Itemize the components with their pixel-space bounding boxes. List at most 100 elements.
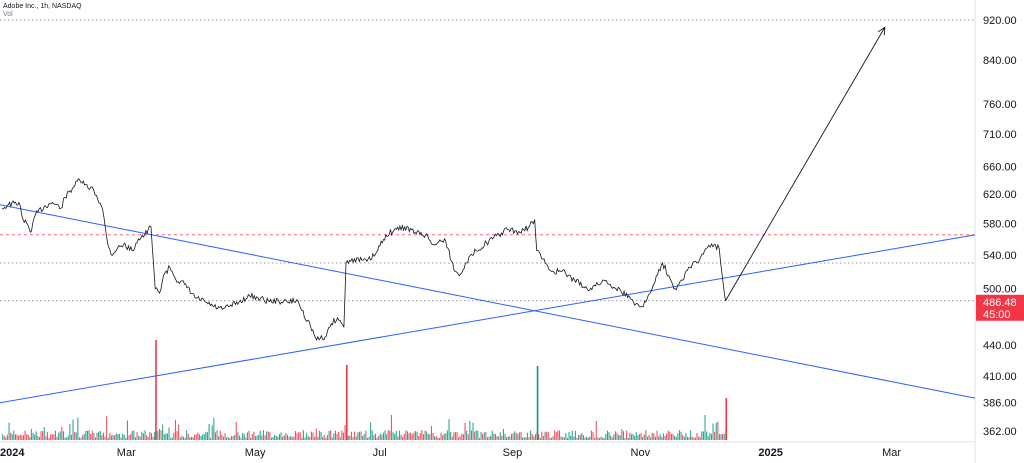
volume-bar xyxy=(198,434,200,440)
volume-bar xyxy=(147,437,149,440)
volume-bar xyxy=(379,433,381,440)
volume-bar xyxy=(38,436,40,440)
volume-bar xyxy=(632,433,634,440)
volume-bar xyxy=(570,435,572,440)
volume-bar xyxy=(110,435,112,440)
volume-bar xyxy=(397,436,399,440)
volume-bar xyxy=(406,431,408,440)
volume-bar xyxy=(226,437,228,440)
volume-bar xyxy=(186,430,188,440)
volume-bar xyxy=(355,436,357,440)
volume-bar xyxy=(382,432,384,440)
volume-bar xyxy=(446,430,448,440)
y-tick-label: 410.00 xyxy=(983,371,1017,383)
volume-bar xyxy=(566,437,568,440)
volume-bar xyxy=(112,434,114,440)
volume-bar xyxy=(322,437,324,440)
volume-bar xyxy=(306,432,308,440)
volume-bar xyxy=(670,434,672,440)
volume-bar xyxy=(408,433,410,440)
volume-bar xyxy=(498,436,500,440)
trendline-descending xyxy=(0,204,976,399)
volume-bar xyxy=(411,434,413,440)
volume-bar xyxy=(131,430,133,440)
volume-bar xyxy=(426,431,428,440)
volume-bar xyxy=(328,431,330,440)
volume-bar xyxy=(722,434,724,440)
volume-bar xyxy=(330,430,332,440)
volume-bar xyxy=(677,433,679,440)
volume-bar xyxy=(24,430,26,440)
volume-bar xyxy=(74,432,76,440)
x-tick-label: Mar xyxy=(882,447,901,459)
volume-bar xyxy=(162,424,164,440)
volume-bar xyxy=(298,432,300,440)
volume-bar xyxy=(584,437,586,440)
volume-bar xyxy=(42,431,44,440)
volume-bar xyxy=(371,430,373,440)
volume-bar xyxy=(19,434,21,440)
volume-bar xyxy=(712,423,714,440)
volume-bar xyxy=(574,431,576,440)
volume-bar xyxy=(360,431,362,440)
volume-bar xyxy=(387,430,389,440)
volume-bar xyxy=(312,432,314,440)
volume-bar xyxy=(187,433,189,440)
volume-bar xyxy=(424,430,426,440)
volume-bar xyxy=(541,431,543,440)
volume-bar xyxy=(506,437,508,440)
volume-bar xyxy=(69,424,71,440)
volume-bar xyxy=(384,430,386,440)
volume-bar xyxy=(22,435,24,440)
volume-bar xyxy=(626,430,628,440)
volume-bar xyxy=(464,422,466,440)
volume-bar xyxy=(554,430,556,440)
y-tick-label: 920.00 xyxy=(983,15,1017,27)
volume-bar xyxy=(232,436,234,440)
volume-bar xyxy=(269,432,271,440)
volume-bar xyxy=(474,431,476,440)
volume-bar xyxy=(653,433,655,440)
volume-bar xyxy=(315,428,317,440)
volume-bar xyxy=(314,436,316,440)
volume-bar xyxy=(310,431,312,440)
volume-bar xyxy=(126,420,128,440)
volume-bar xyxy=(13,430,15,440)
volume-bar xyxy=(34,434,36,440)
volume-bar xyxy=(48,437,50,440)
volume-bar xyxy=(595,421,597,440)
volume-bar xyxy=(704,415,706,440)
volume-bar xyxy=(304,437,306,440)
volume-bar xyxy=(366,437,368,440)
volume-bar xyxy=(61,426,63,440)
volume-bar xyxy=(581,433,583,440)
volume-bar xyxy=(475,430,477,440)
volume-bar xyxy=(277,436,279,440)
volume-bar xyxy=(454,432,456,440)
x-tick-label: Jul xyxy=(373,447,387,459)
volume-bar xyxy=(166,433,168,440)
volume-bar xyxy=(643,434,645,440)
volume-bar xyxy=(544,431,546,440)
volume-bar xyxy=(291,437,293,440)
volume-bar xyxy=(208,423,210,440)
volume-bar xyxy=(123,434,125,440)
volume-bar xyxy=(669,431,671,440)
volume-bar xyxy=(250,437,252,440)
y-tick-label: 710.00 xyxy=(983,129,1017,141)
volume-bar xyxy=(50,434,52,440)
volume-bar xyxy=(437,437,439,440)
volume-bar xyxy=(299,432,301,440)
volume-bar xyxy=(477,430,479,440)
volume-bar xyxy=(672,433,674,440)
volume-bar xyxy=(139,436,141,440)
volume-bar xyxy=(342,432,344,440)
x-tick-label: Mar xyxy=(117,447,136,459)
volume-bar xyxy=(138,435,140,440)
volume-bar xyxy=(714,431,716,440)
projection-arrow xyxy=(725,27,886,301)
volume-bar xyxy=(386,434,388,440)
volume-bar xyxy=(35,431,37,440)
volume-bar xyxy=(62,431,64,440)
